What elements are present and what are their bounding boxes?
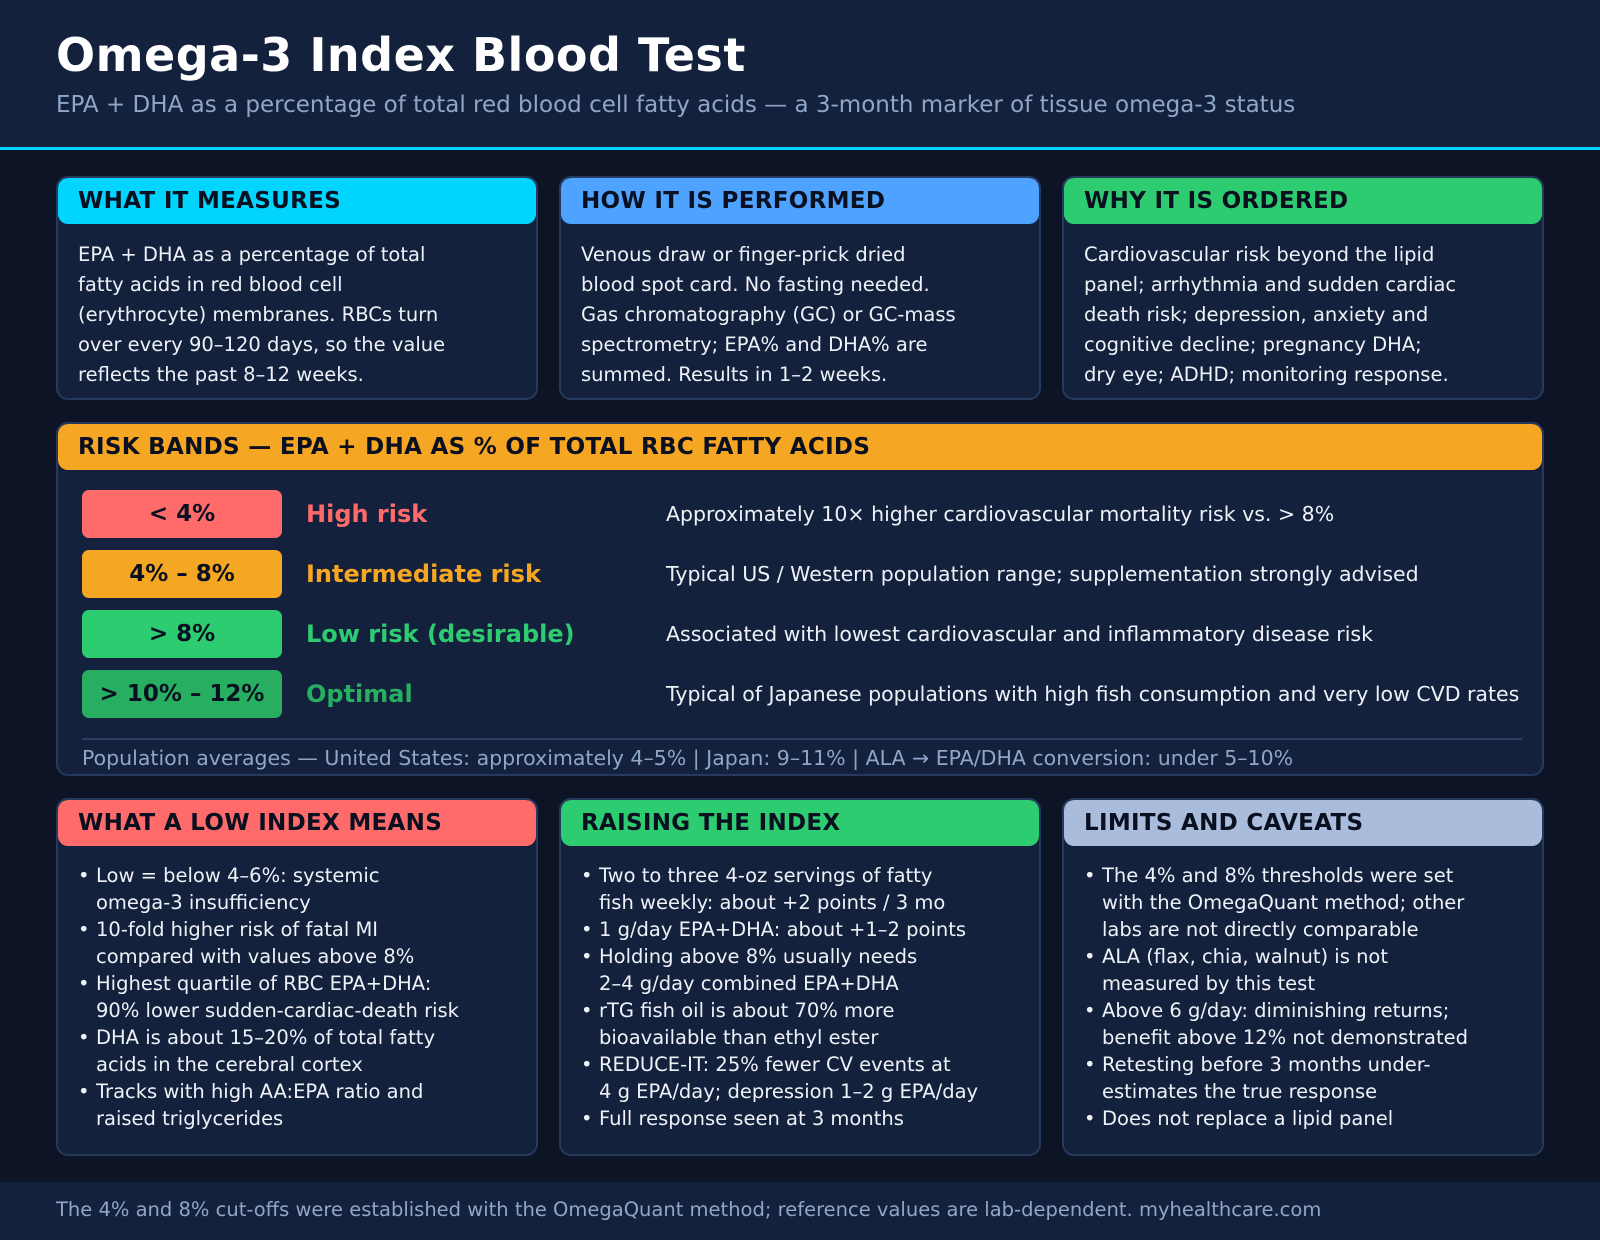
card-heading: HOW IT IS PERFORMED (561, 178, 1039, 224)
list-item: Does not replace a lipid panel (1084, 1105, 1522, 1132)
page-subtitle: EPA + DHA as a percentage of total red b… (56, 92, 1296, 118)
list-item: REDUCE-IT: 25% fewer CV events at4 g EPA… (581, 1051, 1019, 1105)
card-line: (erythrocyte) membranes. RBCs turn (78, 303, 439, 326)
card-line: Cardiovascular risk beyond the lipid (1084, 243, 1435, 266)
card-line: dry eye; ADHD; monitoring response. (1084, 363, 1449, 386)
footer-note: The 4% and 8% cut-offs were established … (56, 1198, 1322, 1221)
risk-bands-heading: RISK BANDS — EPA + DHA AS % OF TOTAL RBC… (58, 424, 1542, 470)
band-row-optimal: > 10% – 12% Optimal Typical of Japanese … (82, 670, 1542, 718)
divider (82, 738, 1522, 740)
band-row-intermediate-risk: 4% – 8% Intermediate risk Typical US / W… (82, 550, 1542, 598)
list-item: Highest quartile of RBC EPA+DHA:90% lowe… (78, 970, 516, 1024)
list-item: Two to three 4-oz servings of fattyfish … (581, 862, 1019, 916)
list-item: Full response seen at 3 months (581, 1105, 1019, 1132)
band-description: Typical US / Western population range; s… (666, 562, 1419, 586)
card-line: Venous draw or finger-prick dried (581, 243, 906, 266)
header: Omega-3 Index Blood Test EPA + DHA as a … (0, 0, 1600, 150)
card-what-a-low-index-means: WHAT A LOW INDEX MEANS Low = below 4–6%:… (56, 798, 538, 1156)
card-line: cognitive decline; pregnancy DHA; (1084, 333, 1422, 356)
band-label: Low risk (desirable) (306, 620, 575, 648)
footer: The 4% and 8% cut-offs were established … (0, 1182, 1600, 1240)
card-line: Gas chromatography (GC) or GC-mass (581, 303, 956, 326)
band-row-low-risk: > 8% Low risk (desirable) Associated wit… (82, 610, 1542, 658)
risk-bands-panel: RISK BANDS — EPA + DHA AS % OF TOTAL RBC… (56, 422, 1544, 776)
card-line: spectrometry; EPA% and DHA% are (581, 333, 928, 356)
card-line: EPA + DHA as a percentage of total (78, 243, 426, 266)
card-line: blood spot card. No fasting needed. (581, 273, 930, 296)
card-limits-and-caveats: LIMITS AND CAVEATS The 4% and 8% thresho… (1062, 798, 1544, 1156)
band-range-pill: 4% – 8% (82, 550, 282, 598)
card-line: reflects the past 8–12 weeks. (78, 363, 364, 386)
band-range-pill: < 4% (82, 490, 282, 538)
card-line: fatty acids in red blood cell (78, 273, 343, 296)
band-description: Associated with lowest cardiovascular an… (666, 622, 1373, 646)
card-heading: WHY IT IS ORDERED (1064, 178, 1542, 224)
band-description: Approximately 10× higher cardiovascular … (666, 502, 1335, 526)
list-item: DHA is about 15–20% of total fattyacids … (78, 1024, 516, 1078)
band-label: High risk (306, 500, 428, 528)
card-body: Cardiovascular risk beyond the lipid pan… (1064, 224, 1542, 390)
band-description: Typical of Japanese populations with hig… (666, 682, 1520, 706)
card-line: over every 90–120 days, so the value (78, 333, 446, 356)
card-line: summed. Results in 1–2 weeks. (581, 363, 888, 386)
card-heading: WHAT IT MEASURES (58, 178, 536, 224)
card-body: Venous draw or finger-prick dried blood … (561, 224, 1039, 390)
list-item: Above 6 g/day: diminishing returns;benef… (1084, 997, 1522, 1051)
list-item: 1 g/day EPA+DHA: about +1–2 points (581, 916, 1019, 943)
list-item: rTG fish oil is about 70% morebioavailab… (581, 997, 1019, 1051)
band-range-pill: > 10% – 12% (82, 670, 282, 718)
card-heading: RAISING THE INDEX (561, 800, 1039, 846)
card-why-it-is-ordered: WHY IT IS ORDERED Cardiovascular risk be… (1062, 176, 1544, 400)
band-range-pill: > 8% (82, 610, 282, 658)
list-item: Tracks with high AA:EPA ratio andraised … (78, 1078, 516, 1132)
card-what-it-measures: WHAT IT MEASURES EPA + DHA as a percenta… (56, 176, 538, 400)
list-item: 10-fold higher risk of fatal MIcompared … (78, 916, 516, 970)
card-heading: WHAT A LOW INDEX MEANS (58, 800, 536, 846)
band-label: Optimal (306, 680, 413, 708)
page-title: Omega-3 Index Blood Test (56, 28, 746, 82)
card-how-it-is-performed: HOW IT IS PERFORMED Venous draw or finge… (559, 176, 1041, 400)
band-label: Intermediate risk (306, 560, 541, 588)
list-item: Retesting before 3 months under-estimate… (1084, 1051, 1522, 1105)
card-heading: LIMITS AND CAVEATS (1064, 800, 1542, 846)
card-line: panel; arrhythmia and sudden cardiac (1084, 273, 1457, 296)
band-row-high-risk: < 4% High risk Approximately 10× higher … (82, 490, 1542, 538)
bullet-list: Two to three 4-oz servings of fattyfish … (561, 846, 1039, 1132)
card-raising-the-index: RAISING THE INDEX Two to three 4-oz serv… (559, 798, 1041, 1156)
card-body: EPA + DHA as a percentage of total fatty… (58, 224, 536, 390)
list-item: ALA (flax, chia, walnut) is notmeasured … (1084, 943, 1522, 997)
population-averages-note: Population averages — United States: app… (82, 746, 1294, 770)
card-line: death risk; depression, anxiety and (1084, 303, 1429, 326)
